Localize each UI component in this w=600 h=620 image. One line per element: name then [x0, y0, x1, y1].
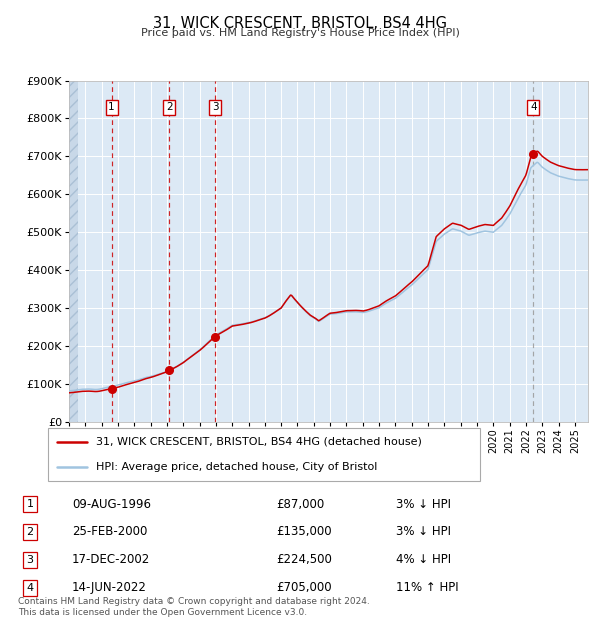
- Text: HPI: Average price, detached house, City of Bristol: HPI: Average price, detached house, City…: [95, 462, 377, 472]
- Text: 4% ↓ HPI: 4% ↓ HPI: [396, 554, 451, 566]
- Text: 3: 3: [26, 555, 34, 565]
- Text: 17-DEC-2002: 17-DEC-2002: [72, 554, 150, 566]
- Text: £87,000: £87,000: [276, 498, 324, 510]
- Text: Contains HM Land Registry data © Crown copyright and database right 2024.: Contains HM Land Registry data © Crown c…: [18, 597, 370, 606]
- Text: 1: 1: [26, 499, 34, 509]
- Text: £224,500: £224,500: [276, 554, 332, 566]
- Text: This data is licensed under the Open Government Licence v3.0.: This data is licensed under the Open Gov…: [18, 608, 307, 617]
- Text: 2: 2: [26, 527, 34, 537]
- Text: £135,000: £135,000: [276, 526, 332, 538]
- Text: 11% ↑ HPI: 11% ↑ HPI: [396, 582, 458, 594]
- Text: 25-FEB-2000: 25-FEB-2000: [72, 526, 148, 538]
- Text: 4: 4: [530, 102, 536, 112]
- Text: 14-JUN-2022: 14-JUN-2022: [72, 582, 147, 594]
- Text: 2: 2: [166, 102, 173, 112]
- Text: £705,000: £705,000: [276, 582, 332, 594]
- Text: 31, WICK CRESCENT, BRISTOL, BS4 4HG: 31, WICK CRESCENT, BRISTOL, BS4 4HG: [153, 16, 447, 30]
- Text: 4: 4: [26, 583, 34, 593]
- Bar: [69, 81, 78, 422]
- Text: Price paid vs. HM Land Registry's House Price Index (HPI): Price paid vs. HM Land Registry's House …: [140, 28, 460, 38]
- Text: 1: 1: [108, 102, 115, 112]
- Text: 09-AUG-1996: 09-AUG-1996: [72, 498, 151, 510]
- Text: 3: 3: [212, 102, 218, 112]
- Text: 31, WICK CRESCENT, BRISTOL, BS4 4HG (detached house): 31, WICK CRESCENT, BRISTOL, BS4 4HG (det…: [95, 436, 421, 446]
- Text: 3% ↓ HPI: 3% ↓ HPI: [396, 526, 451, 538]
- Text: 3% ↓ HPI: 3% ↓ HPI: [396, 498, 451, 510]
